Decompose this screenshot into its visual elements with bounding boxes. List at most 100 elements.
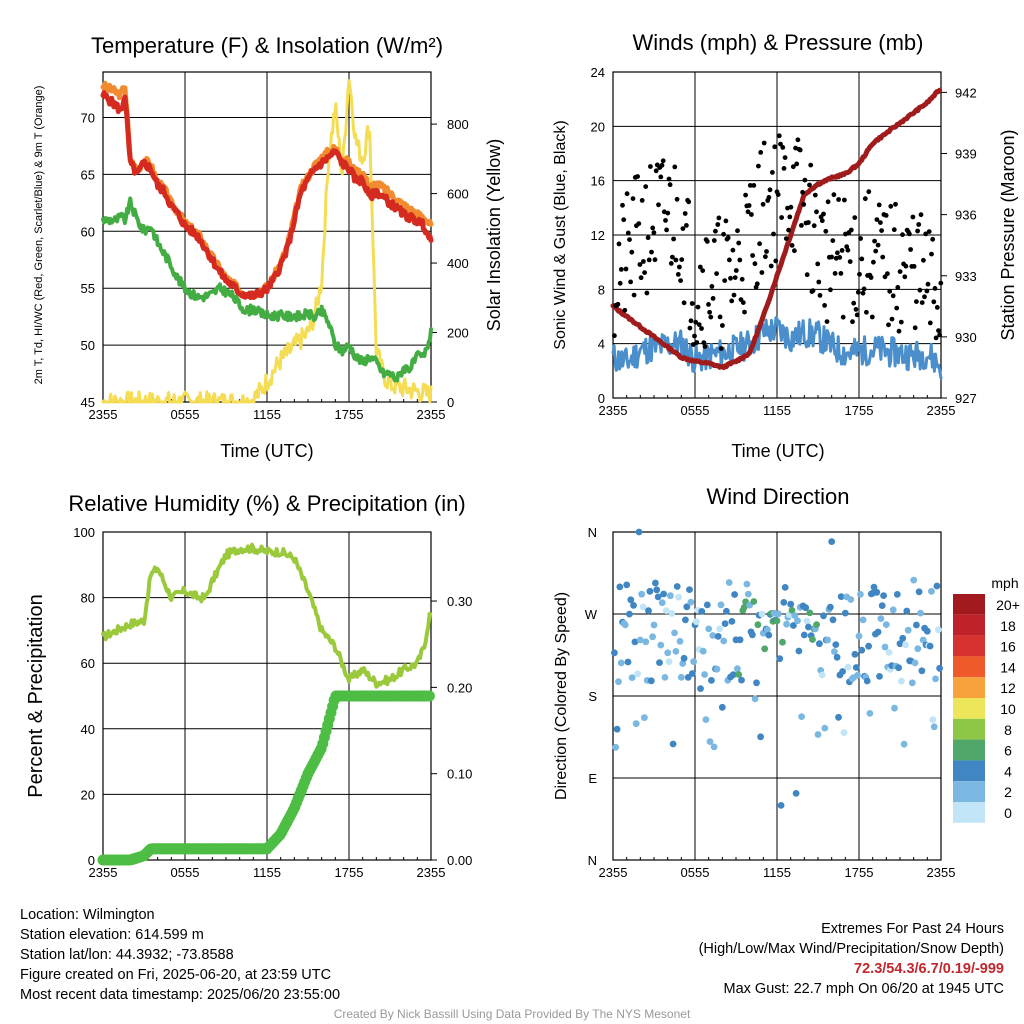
direction-point [794,617,801,625]
gust-point [650,225,656,231]
direction-point [621,621,629,629]
direction-point [645,607,652,615]
gust-point [675,272,681,277]
gust-point [800,189,805,195]
x-tick-label: 0555 [681,403,710,418]
gust-point [756,163,761,169]
gust-point [642,270,647,275]
direction-point [738,676,745,684]
direction-point [859,616,867,624]
gust-point [797,147,803,153]
direction-point [818,671,826,679]
legend-title: mph [991,575,1018,591]
direction-point [708,677,715,684]
gust-point [859,256,865,262]
gust-point [864,309,869,315]
gust-point [770,170,775,175]
x-tick-label: 2355 [927,403,956,418]
direction-point [668,610,676,617]
direction-point [661,674,669,681]
gust-point [832,271,838,276]
gust-point [868,275,874,280]
gust-point [660,158,666,164]
gust-point [908,247,913,252]
direction-point [852,664,860,671]
direction-point [928,587,935,595]
gust-point [806,220,811,225]
gust-point [723,218,729,224]
gust-point [760,201,766,207]
y2-tick-label: 600 [447,187,469,202]
gust-point [916,222,922,227]
direction-point [820,612,827,620]
gust-point [894,305,900,311]
legend-swatch [953,781,985,802]
direction-point [882,621,890,628]
y2-tick-label: 927 [955,391,977,406]
gust-point [730,247,736,253]
direction-point [911,659,919,667]
gust-point [764,249,769,254]
direction-point [904,626,912,634]
direction-point [743,580,751,588]
gust-point [825,199,831,205]
extremes-info: Extremes For Past 24 Hours (High/Low/Max… [699,919,1004,999]
y-tick-label: 20 [591,119,605,134]
gust-point [896,328,902,334]
direction-point [832,641,840,648]
gust-point [857,271,862,277]
direction-point [800,631,808,639]
timestamp-text: Most recent data timestamp: 2025/06/20 2… [20,987,341,1003]
direction-point [933,582,941,590]
gust-point [808,162,814,168]
direction-point [758,610,766,618]
gust-point [747,183,753,188]
rh-line [101,542,432,689]
temp-chart-title: Temperature (F) & Insolation (W/m²) [91,33,443,58]
direction-point [802,604,810,612]
direction-point [628,674,636,681]
direction-point [775,610,782,618]
gust-point [812,192,818,198]
y-tick-label: 45 [81,395,95,410]
gust-point [688,318,694,324]
gust-point [697,264,703,270]
gust-point [648,164,653,169]
direction-point [693,618,700,626]
gust-point [937,332,942,338]
x-tick-label: 0555 [681,865,710,880]
direction-point [896,640,904,648]
direction-point [787,600,795,608]
direction-point [777,802,785,809]
direction-point [865,642,872,650]
y-tick-label: 70 [81,111,95,126]
direction-point [900,740,908,748]
direction-point [630,602,637,609]
gust-point [926,229,932,235]
direction-point [902,641,909,649]
gust-point [852,215,858,221]
direction-point [791,612,799,619]
legend-label: 12 [1000,680,1016,696]
gust-point [727,257,732,263]
direction-point [806,609,814,617]
direction-point [634,670,641,678]
direction-point [798,713,805,720]
y2-tick-label: 0.20 [447,680,472,695]
y-tick-label: 100 [73,525,95,540]
extremes-values: 72.3/54.3/6.7/0.19/-999 [854,961,1004,977]
gust-point [733,268,739,273]
direction-point [701,671,708,678]
y-tick-label: 65 [81,167,95,182]
direction-point [813,621,820,628]
gust-point [694,340,700,345]
legend-label: 14 [1000,659,1016,675]
gust-point [653,168,659,174]
gust-point [735,228,740,234]
direction-point [647,677,655,685]
legend-label: 18 [1000,618,1016,634]
legend-swatch [953,739,985,761]
direction-point [638,590,646,598]
gust-point [811,223,817,229]
gust-point [668,261,674,266]
